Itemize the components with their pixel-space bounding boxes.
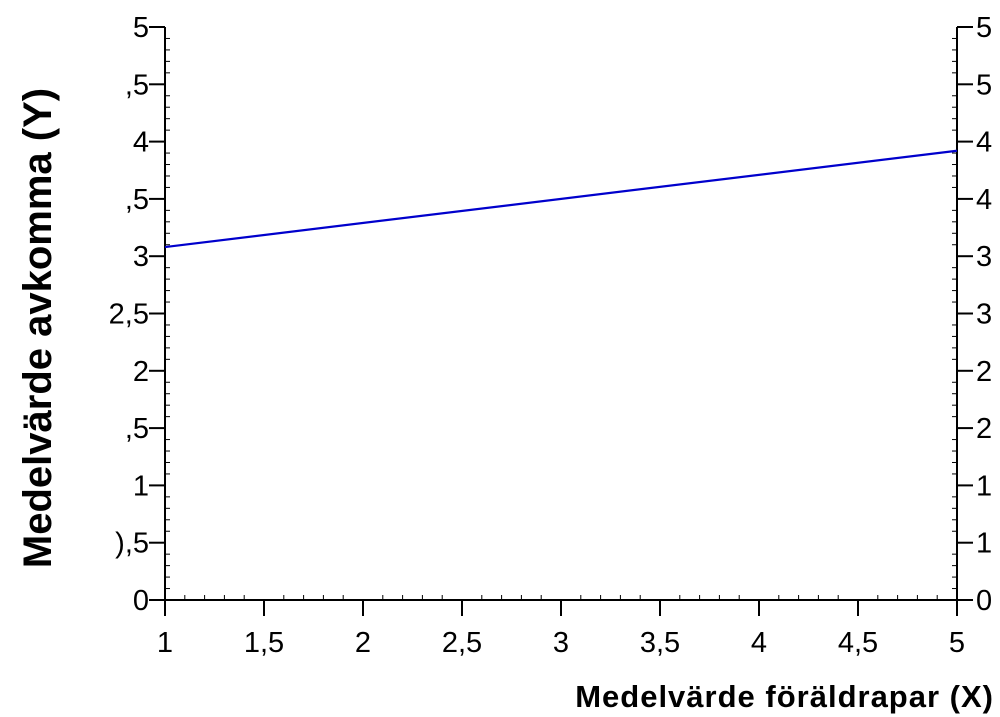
y-tick-labels-left: 0 ),5 1 ,5 2 2,5 3 ,5 4 ,5 5 (109, 12, 149, 617)
x-tick-label: 4 (751, 627, 767, 659)
y-tick-label-left: 4 (133, 127, 149, 159)
y-tick-label-left: 3 (133, 241, 149, 273)
x-tick-label: 1 (157, 627, 173, 659)
y-tick-label-right: 3 (976, 241, 992, 273)
y-tick-label-right: 5 (976, 69, 992, 101)
y-tick-label-right: 2 (976, 413, 992, 445)
y-tick-label-left: ,5 (125, 69, 149, 101)
y-tick-label-left: 0 (133, 585, 149, 617)
y-tick-label-left: 1 (133, 470, 149, 502)
y-tick-label-left: 5 (133, 12, 149, 44)
y-tick-label-left: 2,5 (109, 299, 149, 331)
y-tick-labels-right: 0 1 1 2 2 3 3 4 4 5 5 (976, 12, 992, 617)
x-tick-label: 2,5 (442, 627, 482, 659)
series-layer (164, 149, 958, 249)
y-tick-label-right: 0 (976, 585, 992, 617)
y-tick-label-left: ),5 (115, 528, 149, 560)
plot-frame (164, 27, 958, 601)
minor-ticks (165, 37, 957, 600)
y-tick-label-right: 4 (976, 184, 992, 216)
x-tick-label: 3 (553, 627, 569, 659)
series-line (164, 149, 958, 249)
y-tick-label-right: 1 (976, 470, 992, 502)
x-tick-label: 1,5 (244, 627, 284, 659)
y-tick-label-right: 3 (976, 299, 992, 331)
x-tick-label: 5 (949, 627, 965, 659)
y-tick-label-left: 2 (133, 356, 149, 388)
x-tick-label: 2 (355, 627, 371, 659)
y-axis-title: Medelvärde avkomma (Y) (16, 88, 60, 568)
y-tick-label-right: 5 (976, 12, 992, 44)
y-tick-label-left: ,5 (125, 413, 149, 445)
major-ticks (149, 26, 973, 616)
y-tick-label-right: 2 (976, 356, 992, 388)
y-tick-label-left: ,5 (125, 184, 149, 216)
y-tick-label-right: 1 (976, 528, 992, 560)
x-tick-labels: 1 1,5 2 2,5 3 3,5 4 4,5 5 (157, 627, 965, 659)
x-tick-label: 3,5 (640, 627, 680, 659)
y-tick-label-right: 4 (976, 127, 992, 159)
x-tick-label: 4,5 (838, 627, 878, 659)
x-axis-title: Medelvärde föräldrapar (X) (575, 679, 994, 714)
